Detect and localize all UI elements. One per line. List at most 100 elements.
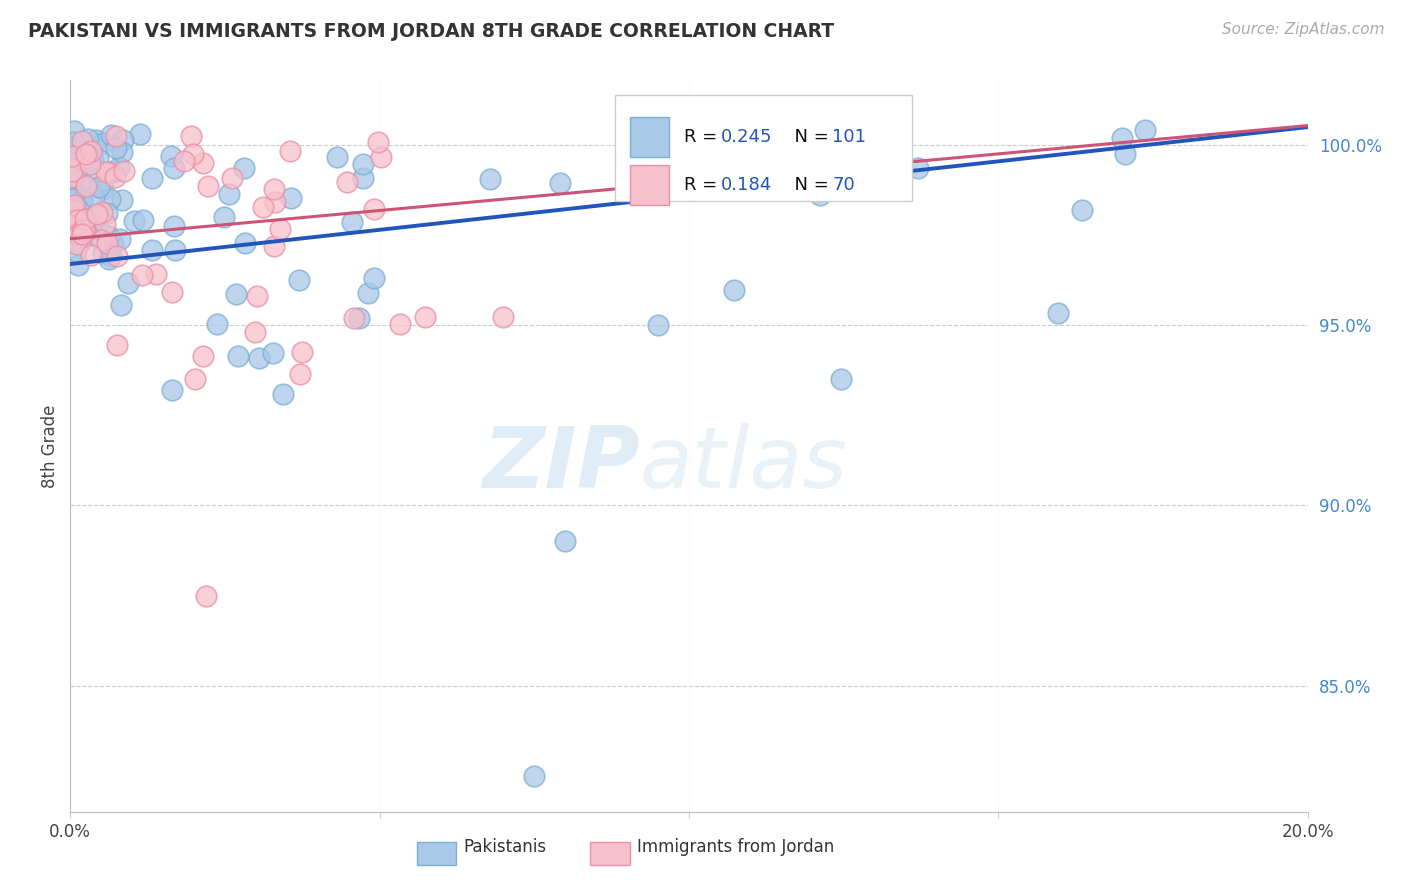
Point — [523, 769, 546, 783]
Point — [101, 165, 124, 179]
Point — [263, 238, 285, 252]
Point — [247, 351, 270, 365]
Point — [65, 212, 87, 227]
Point — [647, 318, 669, 333]
Point — [72, 193, 94, 207]
Point — [69, 235, 91, 250]
Point — [478, 172, 501, 186]
Point — [245, 325, 267, 339]
Point — [79, 222, 101, 236]
Text: Source: ZipAtlas.com: Source: ZipAtlas.com — [1222, 22, 1385, 37]
Point — [184, 372, 207, 386]
Point — [87, 152, 110, 166]
Point — [98, 192, 121, 206]
Point — [94, 227, 117, 242]
Point — [225, 286, 247, 301]
Point — [70, 194, 93, 208]
Point — [60, 164, 83, 178]
Point — [60, 141, 83, 155]
Text: 70: 70 — [832, 176, 855, 194]
Point — [60, 170, 83, 185]
Point — [723, 283, 745, 297]
Point — [110, 298, 132, 312]
Point — [75, 146, 97, 161]
Point — [363, 202, 385, 216]
Point — [160, 383, 183, 397]
Bar — [591, 842, 630, 865]
Point — [131, 213, 153, 227]
Point — [335, 175, 357, 189]
Point — [70, 135, 93, 149]
Point — [193, 349, 215, 363]
Point — [60, 149, 83, 163]
Point — [65, 165, 87, 179]
Point — [93, 136, 115, 151]
Point — [263, 182, 285, 196]
Point — [195, 589, 218, 603]
Point — [280, 191, 302, 205]
Point — [79, 174, 101, 188]
Point — [75, 212, 97, 227]
Text: PAKISTANI VS IMMIGRANTS FROM JORDAN 8TH GRADE CORRELATION CHART: PAKISTANI VS IMMIGRANTS FROM JORDAN 8TH … — [28, 22, 834, 41]
Point — [112, 133, 135, 147]
Point — [363, 271, 385, 285]
Point — [181, 147, 204, 161]
Point — [288, 273, 311, 287]
Point — [226, 349, 249, 363]
Point — [83, 190, 105, 204]
Point — [112, 164, 135, 178]
Point — [367, 135, 389, 149]
Point — [65, 210, 87, 224]
Point — [163, 243, 186, 257]
Point — [665, 131, 688, 145]
Point — [90, 233, 112, 247]
Point — [269, 221, 291, 235]
Point — [60, 181, 83, 195]
Point — [370, 150, 392, 164]
Point — [1133, 123, 1156, 137]
Point — [1114, 147, 1136, 161]
Point — [87, 209, 110, 223]
Point — [62, 124, 84, 138]
Point — [246, 289, 269, 303]
Text: atlas: atlas — [640, 423, 848, 506]
Text: Immigrants from Jordan: Immigrants from Jordan — [637, 838, 834, 855]
Point — [91, 232, 114, 246]
Point — [145, 267, 167, 281]
Point — [162, 219, 184, 233]
Point — [117, 276, 139, 290]
Point — [96, 236, 118, 251]
Point — [122, 213, 145, 227]
Point — [66, 227, 89, 241]
Point — [111, 193, 134, 207]
Point — [325, 150, 347, 164]
Point — [94, 165, 117, 179]
Point — [63, 227, 86, 242]
Point — [163, 161, 186, 176]
Point — [66, 237, 89, 252]
Point — [91, 182, 114, 196]
Point — [197, 178, 219, 193]
Point — [62, 135, 84, 149]
Point — [103, 170, 125, 185]
Point — [80, 248, 103, 262]
Point — [340, 215, 363, 229]
Point — [129, 128, 152, 142]
Point — [91, 205, 114, 219]
Point — [80, 216, 103, 230]
Point — [105, 338, 128, 352]
Text: 0.245: 0.245 — [721, 128, 773, 146]
Point — [352, 171, 374, 186]
Point — [105, 249, 128, 263]
Point — [180, 129, 202, 144]
Point — [100, 249, 122, 263]
Point — [77, 132, 100, 146]
Point — [60, 170, 83, 185]
Point — [218, 187, 240, 202]
Point — [548, 176, 571, 190]
Bar — [416, 842, 457, 865]
Point — [221, 171, 243, 186]
Point — [191, 155, 214, 169]
Point — [808, 187, 831, 202]
Text: Pakistanis: Pakistanis — [464, 838, 547, 855]
